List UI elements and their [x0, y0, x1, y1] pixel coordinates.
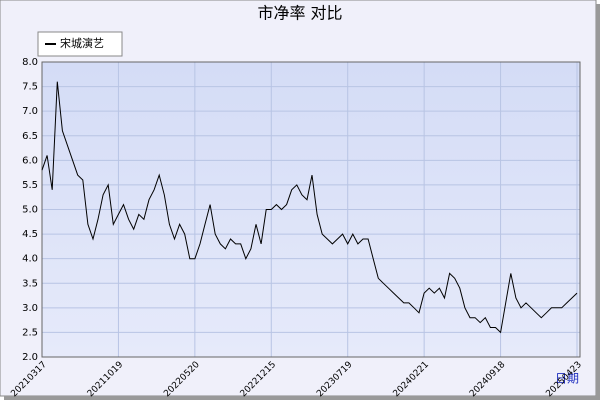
y-tick-label: 4.5: [22, 229, 38, 240]
y-tick-label: 7.5: [22, 82, 38, 93]
y-tick-label: 5.5: [22, 180, 38, 191]
y-tick-label: 8.0: [22, 57, 38, 68]
frame-shadow: [596, 4, 600, 400]
legend-label: 宋城演艺: [60, 36, 104, 50]
frame-shadow: [4, 396, 600, 400]
y-tick-label: 2.5: [22, 327, 38, 338]
y-tick-label: 6.0: [22, 155, 38, 166]
plot-border: [41, 61, 581, 358]
y-tick-label: 3.5: [22, 278, 38, 289]
chart-title: 市净率 对比: [257, 4, 342, 23]
y-tick-label: 3.0: [22, 303, 38, 314]
x-axis-label: 日期: [555, 372, 579, 386]
y-tick-label: 2.0: [22, 352, 38, 363]
y-tick-label: 5.0: [22, 205, 38, 216]
line: [41, 81, 578, 334]
y-tick-label: 6.5: [22, 131, 38, 142]
y-tick-label: 7.0: [22, 106, 38, 117]
y-tick-label: 4.0: [22, 254, 38, 265]
